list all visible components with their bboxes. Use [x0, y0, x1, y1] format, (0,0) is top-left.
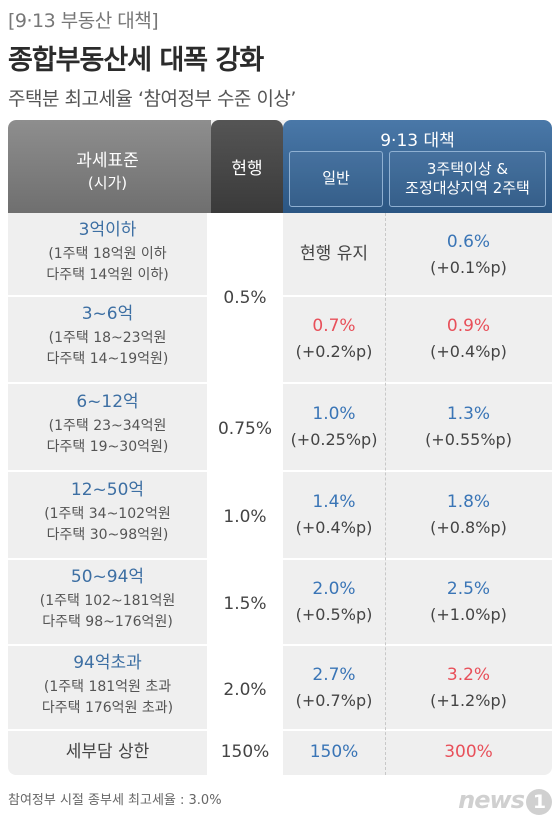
current-rate: 1.0%: [223, 507, 267, 527]
bracket-detail: 다주택 98~176억원): [42, 613, 173, 630]
header-multi-line1: 3주택이상 &: [426, 159, 509, 178]
general-rate-value: 2.7%: [312, 665, 356, 685]
multi-rate-delta: (+0.55%p): [425, 429, 512, 449]
page-subtitle: 주택분 최고세율 ‘참여정부 수준 이상’: [8, 88, 296, 110]
cap-multi: 300%: [444, 742, 493, 762]
multi-rate: 0.9% (+0.4%p): [385, 314, 552, 364]
multi-rate-delta: (+1.0%p): [430, 604, 507, 624]
multi-rate-value: 1.8%: [446, 492, 491, 512]
multi-rate-value: 0.6%: [446, 232, 491, 252]
multi-rate: 1.3% (+0.55%p): [385, 402, 552, 452]
bracket-detail: (1주택 23~34억원: [48, 417, 167, 434]
multi-rate-delta: (+0.1%p): [430, 257, 507, 277]
multi-rate: 0.6% (+0.1%p): [385, 230, 552, 280]
table-row: 94억초과 (1주택 181억원 초과 다주택 176억원 초과): [8, 651, 207, 719]
multi-rate-delta: (+0.4%p): [430, 341, 507, 361]
header-general-label: 일반: [322, 169, 350, 188]
header-multi-line2: 조정대상지역 2주택: [405, 179, 530, 197]
general-rate-value: 1.4%: [312, 492, 356, 512]
general-rate: 1.4% (+0.4%p): [283, 490, 385, 540]
current-rate: 0.5%: [223, 288, 267, 308]
general-rate-delta: (+0.4%p): [295, 517, 373, 537]
divider: [8, 470, 552, 472]
multi-rate: 2.5% (+1.0%p): [385, 577, 552, 627]
multi-rate: 1.8% (+0.8%p): [385, 490, 552, 540]
multi-rate-value: 2.5%: [446, 579, 491, 599]
logo-number: 1: [526, 789, 552, 815]
general-rate: 2.7% (+0.7%p): [283, 663, 385, 713]
divider: [8, 382, 552, 384]
column-divider: [385, 213, 386, 775]
current-rate: 2.0%: [223, 680, 267, 700]
multi-rate-delta: (+0.8%p): [430, 517, 507, 537]
tax-table: 과세표준 (시가) 현행 9·13 대책 일반 3주택이상 & 조정대상지역 2…: [8, 120, 552, 775]
bracket-detail: (1주택 18억원 이하: [48, 245, 167, 262]
cap-current: 150%: [220, 742, 270, 762]
multi-rate-value: 0.9%: [446, 316, 491, 336]
header-current: 현행: [211, 120, 283, 213]
bracket-label: 6~12억: [76, 392, 139, 412]
header-measure-label: 9·13 대책: [380, 131, 455, 151]
multi-rate-value: 3.2%: [446, 665, 491, 685]
header-multi: 3주택이상 & 조정대상지역 2주택: [389, 151, 546, 207]
general-rate: 0.7% (+0.2%p): [283, 314, 385, 364]
header-bracket-label: 과세표준: [76, 151, 139, 171]
divider: [8, 644, 552, 646]
bracket-detail: 다주택 14억원 이하): [46, 266, 169, 283]
kicker-label: [9·13 부동산 대책]: [8, 10, 159, 32]
bracket-detail: 다주택 30~98억원): [46, 526, 169, 543]
bracket-label: 3~6억: [81, 304, 134, 324]
news1-logo: news 1: [458, 786, 552, 815]
table-row: 6~12억 (1주택 23~34억원 다주택 19~30억원): [8, 390, 207, 458]
divider: [8, 295, 207, 297]
bracket-detail: 다주택 14~19억원): [46, 350, 169, 367]
bracket-detail: (1주택 102~181억원: [39, 592, 176, 609]
page-title: 종합부동산세 대폭 강화: [8, 45, 264, 76]
general-rate: 1.0% (+0.25%p): [283, 402, 385, 452]
table-row: 3~6억 (1주택 18~23억원 다주택 14~19억원): [8, 302, 207, 370]
multi-rate: 3.2% (+1.2%p): [385, 663, 552, 713]
cap-general: 150%: [309, 742, 359, 762]
bracket-label: 12~50억: [70, 480, 145, 500]
bracket-detail: 다주택 19~30억원): [46, 438, 169, 455]
bracket-detail: 다주택 176억원 초과): [41, 699, 174, 716]
logo-text: news: [458, 786, 525, 814]
footnote: 참여정부 시절 종부세 최고세율 : 3.0%: [8, 793, 222, 808]
current-rate: 1.5%: [223, 594, 267, 614]
bracket-detail: (1주택 18~23억원: [48, 329, 167, 346]
table-row: 3억이하 (1주택 18억원 이하 다주택 14억원 이하): [8, 218, 207, 286]
table-row: 50~94억 (1주택 102~181억원 다주택 98~176억원): [8, 565, 207, 633]
multi-rate-value: 1.3%: [446, 404, 491, 424]
general-rate: 현행 유지: [300, 244, 368, 264]
bracket-detail: (1주택 181억원 초과: [43, 678, 172, 695]
general-rate-value: 2.0%: [312, 579, 356, 599]
bracket-detail: (1주택 34~102억원: [44, 505, 171, 522]
general-rate-delta: (+0.25%p): [290, 429, 378, 449]
divider: [8, 729, 552, 731]
divider: [8, 558, 552, 560]
divider: [283, 295, 552, 297]
general-rate-value: 0.7%: [312, 316, 356, 336]
general-rate-delta: (+0.7%p): [295, 690, 373, 710]
general-rate-value: 1.0%: [312, 404, 356, 424]
bracket-label: 94억초과: [73, 653, 142, 673]
header-general: 일반: [289, 151, 383, 207]
table-row: 12~50억 (1주택 34~102억원 다주택 30~98억원): [8, 478, 207, 546]
general-rate: 2.0% (+0.5%p): [283, 577, 385, 627]
multi-rate-delta: (+1.2%p): [430, 690, 507, 710]
header-current-label: 현행: [231, 159, 263, 179]
current-rate: 0.75%: [217, 419, 272, 439]
header-measure: 9·13 대책 일반 3주택이상 & 조정대상지역 2주택: [283, 120, 552, 213]
header-bracket: 과세표준 (시가): [8, 120, 211, 213]
general-rate-delta: (+0.5%p): [295, 604, 373, 624]
general-rate-delta: (+0.2%p): [295, 341, 373, 361]
cap-label: 세부담 상한: [65, 742, 150, 762]
current-column-bg: [207, 213, 283, 775]
bracket-label: 50~94억: [70, 567, 145, 587]
header-bracket-sub: (시가): [87, 174, 128, 192]
bracket-label: 3억이하: [78, 220, 137, 240]
